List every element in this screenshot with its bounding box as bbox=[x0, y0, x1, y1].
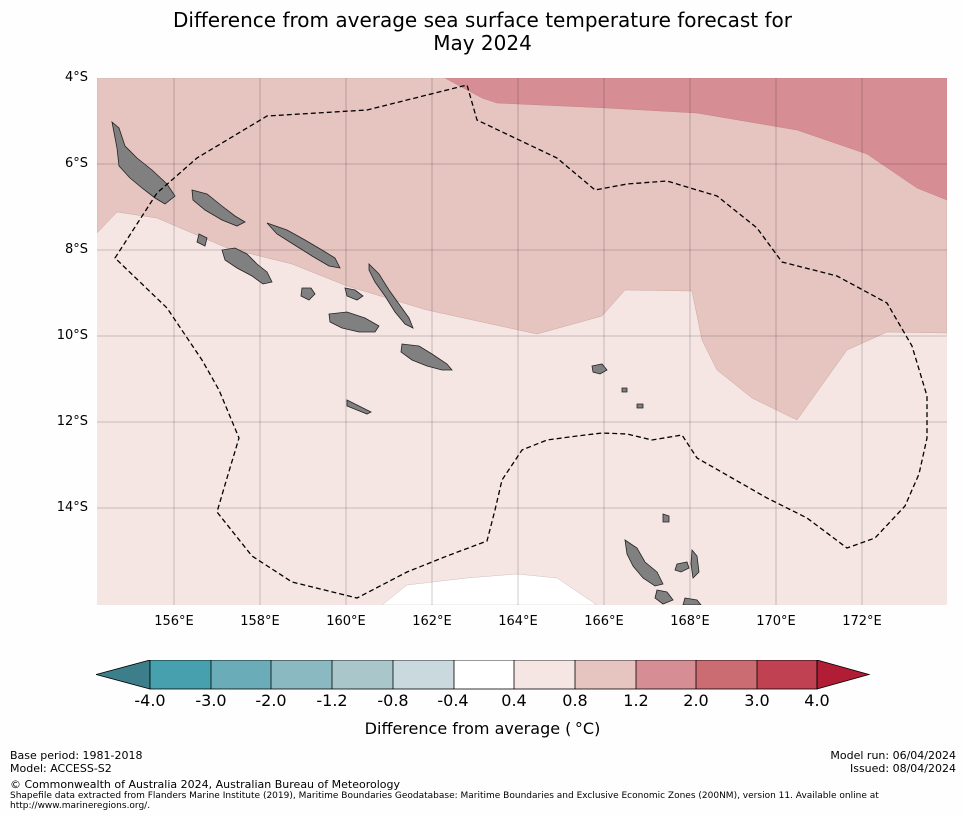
footer-base-period: Base period: 1981-2018 bbox=[10, 749, 143, 762]
colorbar-tick: 0.8 bbox=[562, 691, 588, 710]
lon-label-162e: 162°E bbox=[412, 614, 452, 629]
colorbar-segment-8 bbox=[575, 660, 636, 689]
lon-label-168e: 168°E bbox=[670, 614, 710, 629]
colorbar-tick: -0.8 bbox=[377, 691, 409, 710]
colorbar-segment-9 bbox=[636, 660, 696, 689]
colorbar-segment-4 bbox=[332, 660, 393, 689]
footer-shapefile-line2: http://www.marineregions.org/. bbox=[10, 801, 151, 811]
colorbar-tick: 3.0 bbox=[744, 691, 770, 710]
lon-label-166e: 166°E bbox=[584, 614, 624, 629]
colorbar-segment-7 bbox=[514, 660, 575, 689]
lon-label-164e: 164°E bbox=[498, 614, 538, 629]
colorbar-segment-3 bbox=[271, 660, 332, 689]
lon-label-158e: 158°E bbox=[240, 614, 280, 629]
sst-anomaly-map bbox=[97, 78, 947, 605]
colorbar-over-extension bbox=[816, 660, 871, 690]
band-0-8-to-1-2 bbox=[97, 78, 947, 421]
colorbar-segment-11 bbox=[757, 660, 817, 689]
lat-label-10s: 10°S bbox=[56, 328, 88, 343]
colorbar-segment-2 bbox=[211, 660, 271, 689]
colorbar-under-extension bbox=[96, 660, 151, 690]
lat-label-12s: 12°S bbox=[56, 414, 88, 429]
band-neutral bbox=[381, 573, 598, 605]
footer-shapefile-line1: Shapefile data extracted from Flanders M… bbox=[10, 791, 879, 801]
lat-label-8s: 8°S bbox=[64, 242, 88, 257]
colorbar-segment-10 bbox=[696, 660, 757, 689]
colorbar bbox=[96, 660, 871, 690]
eez-boundary bbox=[114, 84, 928, 599]
colorbar-segment-1 bbox=[150, 660, 211, 689]
colorbar-tick: 2.0 bbox=[683, 691, 709, 710]
colorbar-tick: -4.0 bbox=[134, 691, 166, 710]
colorbar-tick: -0.4 bbox=[437, 691, 469, 710]
footer-copyright: © Commonwealth of Australia 2024, Austra… bbox=[10, 778, 400, 791]
lon-label-172e: 172°E bbox=[842, 614, 882, 629]
colorbar-label-text: Difference from average ( bbox=[364, 719, 572, 738]
map-title-line2: May 2024 bbox=[433, 31, 532, 55]
lat-label-6s: 6°S bbox=[64, 156, 88, 171]
footer-issued: Issued: 08/04/2024 bbox=[849, 762, 956, 775]
colorbar-segment-6 bbox=[454, 660, 514, 689]
lon-label-170e: 170°E bbox=[756, 614, 796, 629]
colorbar-tick: -3.0 bbox=[195, 691, 227, 710]
footer-model-run: Model run: 06/04/2024 bbox=[830, 749, 956, 762]
gridlines bbox=[97, 78, 947, 605]
colorbar-label-unit: °C) bbox=[574, 719, 601, 738]
lon-label-156e: 156°E bbox=[154, 614, 194, 629]
lat-label-4s: 4°S bbox=[64, 70, 88, 85]
footer-model: Model: ACCESS-S2 bbox=[10, 762, 112, 775]
land-islands bbox=[111, 120, 702, 605]
colorbar-label: Difference from average ( °C) bbox=[0, 719, 965, 738]
colorbar-tick: 4.0 bbox=[804, 691, 830, 710]
lon-label-160e: 160°E bbox=[326, 614, 366, 629]
map-title-line1: Difference from average sea surface temp… bbox=[172, 8, 792, 32]
colorbar-tick: 1.2 bbox=[623, 691, 649, 710]
colorbar-segment-5 bbox=[393, 660, 454, 689]
colorbar-tick: 0.4 bbox=[501, 691, 527, 710]
colorbar-tick: -2.0 bbox=[255, 691, 287, 710]
lat-label-14s: 14°S bbox=[56, 500, 88, 515]
colorbar-tick: -1.2 bbox=[316, 691, 348, 710]
band-1-2-to-2-0 bbox=[444, 78, 947, 201]
